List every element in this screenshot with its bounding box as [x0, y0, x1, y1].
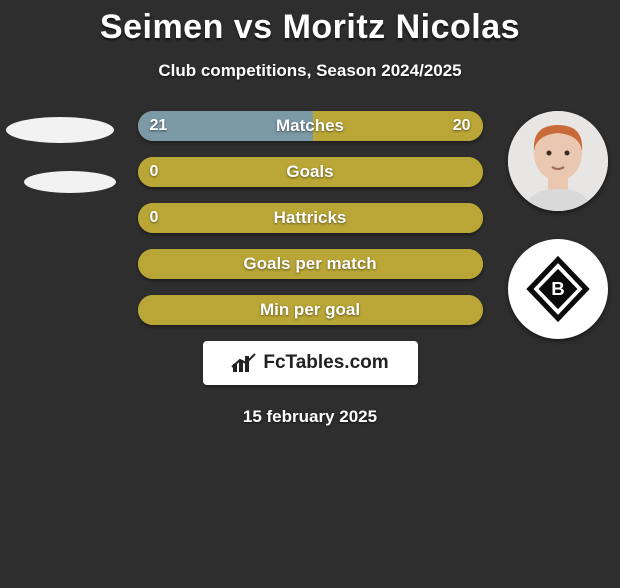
right-player-column: B — [508, 111, 608, 339]
stat-bar: 0 Hattricks — [138, 203, 483, 233]
bar-label: Hattricks — [274, 208, 347, 228]
bar-value-left: 0 — [150, 209, 159, 227]
club-badge-icon: B — [522, 253, 594, 325]
left-ellipse-1 — [6, 117, 114, 143]
snapshot-date: 15 february 2025 — [0, 407, 620, 427]
bar-value-right: 20 — [453, 117, 471, 135]
source-logo: FcTables.com — [203, 341, 418, 385]
svg-text:B: B — [551, 278, 565, 299]
bar-label: Goals — [286, 162, 333, 182]
bar-label: Goals per match — [243, 254, 376, 274]
comparison-content: B 21 Matches 20 0 Goals 0 Hattricks Goals per m… — [0, 111, 620, 427]
stat-bar: Goals per match — [138, 249, 483, 279]
stat-bar: 21 Matches 20 — [138, 111, 483, 141]
stat-bar: 0 Goals — [138, 157, 483, 187]
source-logo-text: FcTables.com — [263, 352, 388, 374]
bar-label: Matches — [276, 116, 344, 136]
bar-value-left: 0 — [150, 163, 159, 181]
player-avatar — [508, 111, 608, 211]
stat-bar: Min per goal — [138, 295, 483, 325]
bar-value-left: 21 — [150, 117, 168, 135]
club-badge: B — [508, 239, 608, 339]
left-ellipse-2 — [24, 171, 116, 193]
bar-label: Min per goal — [260, 300, 360, 320]
chart-icon — [231, 352, 257, 374]
stat-bars: 21 Matches 20 0 Goals 0 Hattricks Goals per mat… — [138, 111, 483, 325]
page-title: Seimen vs Moritz Nicolas — [0, 8, 620, 47]
subtitle: Club competitions, Season 2024/2025 — [0, 61, 620, 81]
player-avatar-icon — [508, 111, 608, 211]
